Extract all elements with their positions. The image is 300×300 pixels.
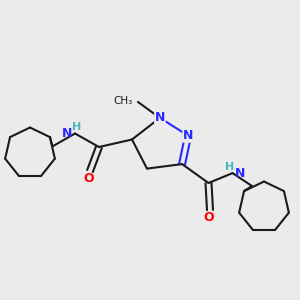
- Text: CH₃: CH₃: [113, 95, 133, 106]
- Text: O: O: [83, 172, 94, 185]
- Text: N: N: [183, 129, 193, 142]
- Text: N: N: [61, 127, 72, 140]
- Text: H: H: [225, 161, 234, 172]
- Text: H: H: [72, 122, 81, 132]
- Text: N: N: [235, 167, 245, 180]
- Text: O: O: [203, 211, 214, 224]
- Text: N: N: [155, 111, 165, 124]
